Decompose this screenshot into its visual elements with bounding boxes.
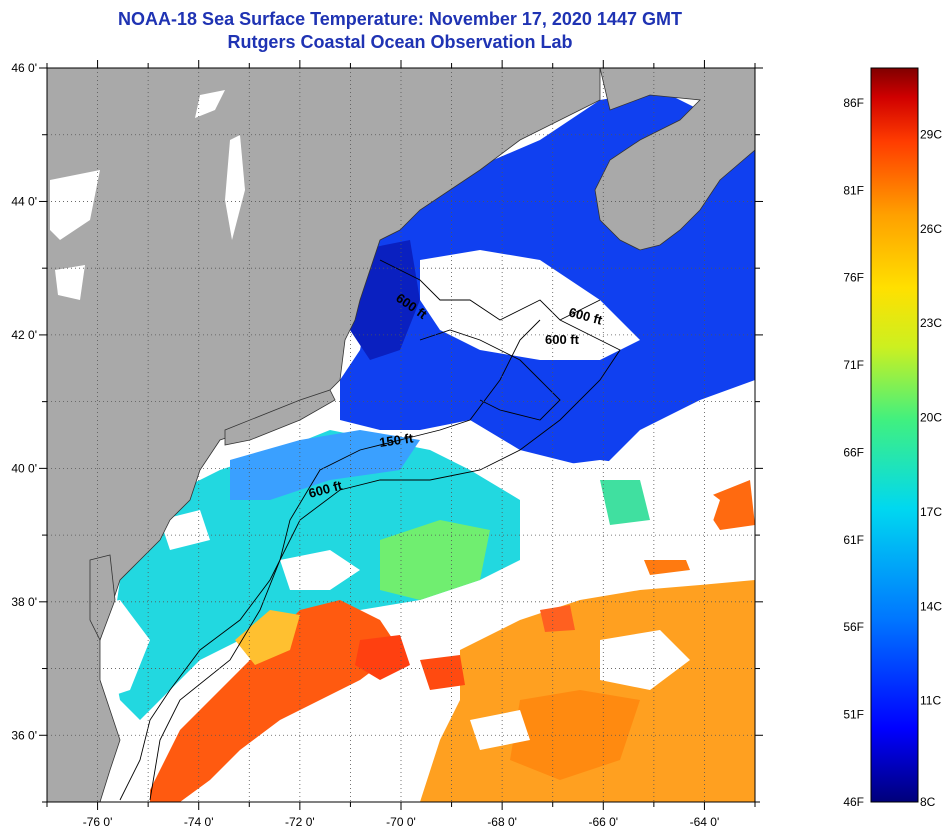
longitude-label: -72 0': [285, 815, 315, 829]
latitude-labels: 46 0' 44 0' 42 0' 40 0' 38 0' 36 0': [11, 61, 37, 742]
colorbar-c-label: 14C: [920, 599, 942, 613]
axis-ticks: [39, 60, 763, 810]
longitude-labels: -76 0' -74 0' -72 0' -70 0' -68 0' -66 0' -64 …: [83, 815, 720, 829]
map-title: NOAA-18 Sea Surface Temperature: Novembe…: [118, 9, 682, 29]
longitude-label: -76 0': [83, 815, 113, 829]
map-imagery: 600 ft 600 ft 600 ft 150 ft 600 ft: [47, 68, 755, 802]
colorbar-c-label: 29C: [920, 127, 942, 141]
colorbar-f-label: 81F: [843, 183, 864, 197]
colorbar: [870, 67, 919, 803]
colorbar-f-label: 56F: [843, 620, 864, 634]
colorbar-f-label: 86F: [843, 96, 864, 110]
latitude-label: 42 0': [11, 328, 37, 342]
longitude-label: -74 0': [184, 815, 214, 829]
longitude-label: -66 0': [588, 815, 618, 829]
latitude-label: 44 0': [11, 194, 37, 208]
latitude-label: 38 0': [11, 595, 37, 609]
latitude-label: 40 0': [11, 461, 37, 475]
colorbar-c-label: 17C: [920, 505, 942, 519]
isobath-label: 150 ft: [378, 430, 414, 450]
colorbar-f-label: 66F: [843, 445, 864, 459]
colorbar-f-label: 51F: [843, 708, 864, 722]
colorbar-c-label: 8C: [920, 795, 936, 809]
inland-lakes: [50, 90, 245, 300]
map-subtitle: Rutgers Coastal Ocean Observation Lab: [227, 32, 573, 52]
colorbar-fahrenheit-labels: 86F 81F 76F 71F 66F 61F 56F 51F 46F: [843, 96, 864, 809]
colorbar-c-label: 26C: [920, 222, 942, 236]
colorbar-f-label: 46F: [843, 795, 864, 809]
colorbar-f-label: 71F: [843, 358, 864, 372]
longitude-label: -64 0': [690, 815, 720, 829]
colorbar-f-label: 61F: [843, 533, 864, 547]
colorbar-c-label: 20C: [920, 411, 942, 425]
colorbar-f-label: 76F: [843, 271, 864, 285]
longitude-label: -70 0': [386, 815, 416, 829]
longitude-label: -68 0': [487, 815, 517, 829]
latitude-label: 36 0': [11, 728, 37, 742]
colorbar-c-label: 11C: [920, 694, 941, 708]
isobath-contours: [119, 259, 621, 801]
latitude-label: 46 0': [11, 61, 37, 75]
land-mass: [47, 68, 755, 802]
colorbar-c-label: 23C: [920, 316, 942, 330]
colorbar-celsius-labels: 29C 26C 23C 20C 17C 14C 11C 8C: [920, 127, 942, 809]
sst-field: [60, 90, 755, 802]
isobath-label: 600 ft: [545, 332, 580, 347]
